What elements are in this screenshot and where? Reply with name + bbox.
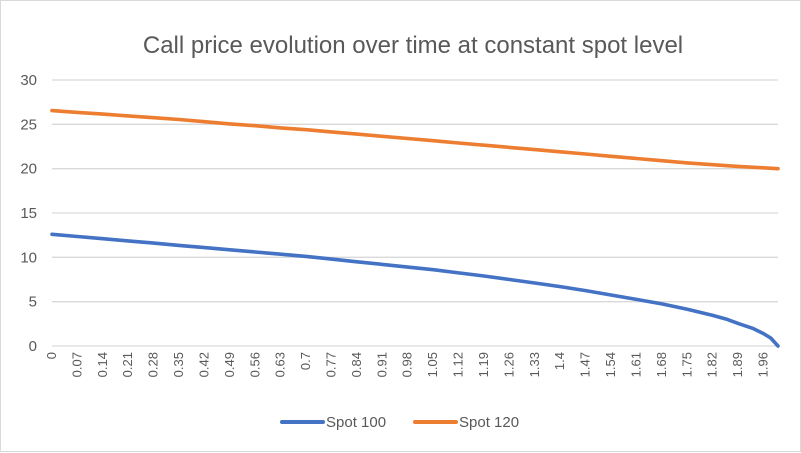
- y-tick-label: 0: [29, 338, 37, 355]
- x-tick-label: 1.4: [552, 352, 567, 370]
- x-tick-label: 1.12: [451, 352, 466, 377]
- x-tick-label: 0.21: [120, 352, 135, 377]
- x-tick-label: 0.35: [171, 352, 186, 377]
- legend: Spot 100 Spot 120: [280, 414, 519, 431]
- legend-item-spot-120: Spot 120: [413, 414, 519, 431]
- x-tick-label: 0.14: [95, 352, 110, 377]
- legend-label: Spot 100: [326, 414, 386, 431]
- legend-item-spot-100: Spot 100: [280, 414, 386, 431]
- x-tick-label: 1.54: [603, 352, 618, 377]
- x-tick-label: 1.05: [425, 352, 440, 377]
- x-tick-label: 0.07: [69, 352, 84, 377]
- x-tick-label: 1.33: [527, 352, 542, 377]
- x-tick-label: 0.49: [222, 352, 237, 377]
- x-tick-label: 1.82: [705, 352, 720, 377]
- series-lines: [50, 108, 780, 348]
- x-tick-label: 1.68: [654, 352, 669, 377]
- x-tick-label: 1.19: [476, 352, 491, 377]
- x-tick-label: 0.77: [324, 352, 339, 377]
- y-tick-label: 30: [20, 72, 37, 89]
- x-tick-label: 1.47: [578, 352, 593, 377]
- x-tick-label: 0: [44, 352, 59, 359]
- y-tick-label: 25: [20, 116, 37, 133]
- x-tick-label: 0.63: [273, 352, 288, 377]
- y-tick-label: 15: [20, 205, 37, 222]
- x-axis: 0 0.07 0.14 0.21 0.28 0.35 0.42 0.49 0.56 0.63 0.7…: [44, 352, 770, 377]
- chart-title: Call price evolution over time at consta…: [143, 32, 683, 59]
- x-tick-label: 1.75: [679, 352, 694, 377]
- x-tick-label: 1.26: [501, 352, 516, 377]
- x-tick-label: 0.28: [146, 352, 161, 377]
- legend-label: Spot 120: [459, 414, 519, 431]
- x-tick-label: 1.89: [730, 352, 745, 377]
- y-axis: 0 5 10 15 20 25 30: [20, 72, 37, 355]
- x-tick-label: 1.61: [628, 352, 643, 377]
- gridlines: [52, 79, 778, 347]
- x-tick-label: 0.42: [196, 352, 211, 377]
- x-tick-label: 0.84: [349, 352, 364, 377]
- x-tick-label: 1.96: [755, 352, 770, 377]
- y-tick-label: 10: [20, 249, 37, 266]
- y-tick-label: 5: [29, 294, 37, 311]
- x-tick-label: 0.91: [374, 352, 389, 377]
- x-tick-label: 0.98: [400, 352, 415, 377]
- x-tick-label: 0.7: [298, 352, 313, 370]
- series-line-spot-120: [50, 108, 780, 171]
- x-tick-label: 0.56: [247, 352, 262, 377]
- y-tick-label: 20: [20, 161, 37, 178]
- series-line-spot-100: [50, 232, 780, 348]
